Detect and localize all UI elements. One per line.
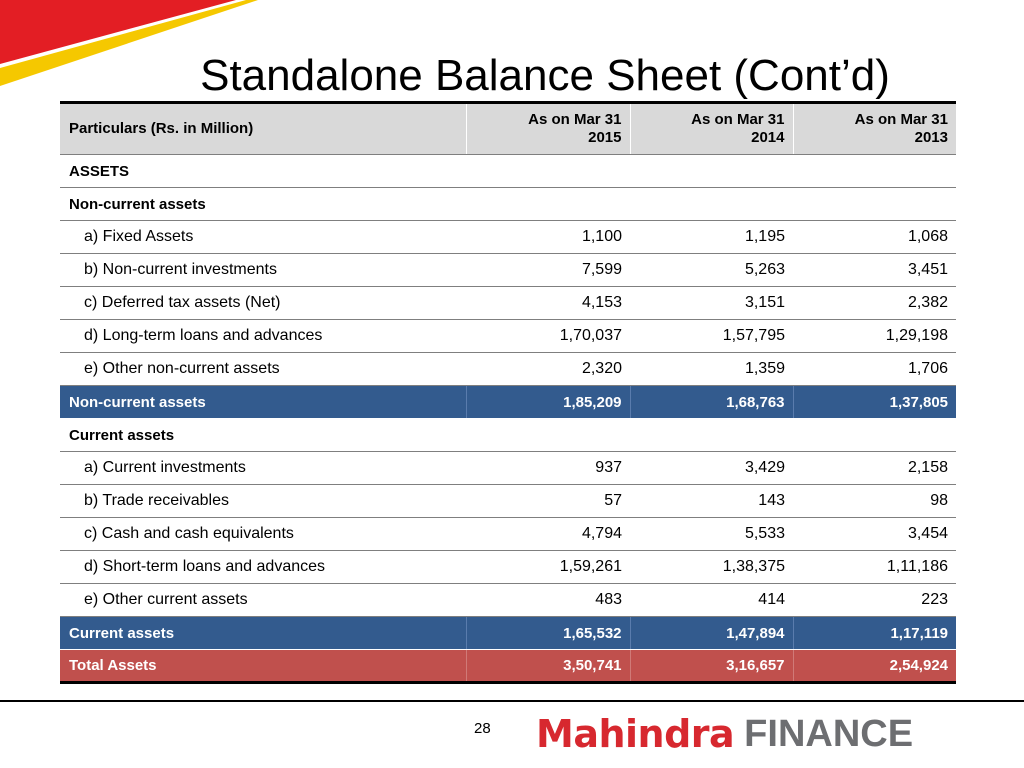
table-row-current-heading: Current assets xyxy=(60,418,956,452)
balance-sheet-table-container: Particulars (Rs. in Million) As on Mar 3… xyxy=(60,101,956,684)
table-row: e) Other non-current assets 2,320 1,359 … xyxy=(60,352,956,386)
value-2015: 4,153 xyxy=(466,286,630,320)
slide-title: Standalone Balance Sheet (Cont’d) xyxy=(200,51,890,101)
table-row: c) Deferred tax assets (Net) 4,153 3,151… xyxy=(60,286,956,320)
table-row: d) Short-term loans and advances 1,59,26… xyxy=(60,550,956,584)
value-2013: 2,54,924 xyxy=(792,649,956,684)
header-col-2015-line1: As on Mar 31 xyxy=(528,111,622,128)
value-2014: 5,263 xyxy=(630,253,793,287)
header-col-2014-line1: As on Mar 31 xyxy=(691,111,785,128)
value-2013: 1,11,186 xyxy=(793,550,956,584)
row-label: e) Other current assets xyxy=(60,583,466,617)
table-header-row: Particulars (Rs. in Million) As on Mar 3… xyxy=(60,101,956,155)
value-2014: 1,195 xyxy=(630,220,793,254)
corner-stripes-decoration xyxy=(0,0,258,86)
balance-sheet-table: Particulars (Rs. in Million) As on Mar 3… xyxy=(60,101,956,684)
row-label: Non-current assets xyxy=(60,385,466,419)
table-row: b) Trade receivables 57 143 98 xyxy=(60,484,956,518)
value-2014: 1,57,795 xyxy=(630,319,793,353)
value-2013: 223 xyxy=(793,583,956,617)
value-2015: 3,50,741 xyxy=(465,649,630,684)
logo-brand-text: Mahindra xyxy=(536,712,735,756)
header-particulars: Particulars (Rs. in Million) xyxy=(60,101,466,155)
value-2015: 4,794 xyxy=(466,517,630,551)
header-col-2013: As on Mar 31 2013 xyxy=(792,101,956,155)
table-row-assets-heading: ASSETS xyxy=(60,154,956,188)
table-row: b) Non-current investments 7,599 5,263 3… xyxy=(60,253,956,287)
value-2014: 1,47,894 xyxy=(629,616,793,650)
row-label: c) Deferred tax assets (Net) xyxy=(60,286,466,320)
value-2013: 1,706 xyxy=(793,352,956,386)
row-label: b) Non-current investments xyxy=(60,253,466,287)
logo-finance-text: FINANCE xyxy=(744,713,914,755)
table-row-total-assets: Total Assets 3,50,741 3,16,657 2,54,924 xyxy=(60,649,956,684)
table-row-current-subtotal: Current assets 1,65,532 1,47,894 1,17,11… xyxy=(60,616,956,650)
table-row-noncurrent-subtotal: Non-current assets 1,85,209 1,68,763 1,3… xyxy=(60,385,956,419)
table-body: ASSETS Non-current assets a) Fixed Asset… xyxy=(60,154,956,684)
row-label: d) Short-term loans and advances xyxy=(60,550,466,584)
value-2013: 1,29,198 xyxy=(793,319,956,353)
row-label: Non-current assets xyxy=(60,187,956,221)
value-2013: 1,17,119 xyxy=(792,616,956,650)
header-col-2013-line1: As on Mar 31 xyxy=(854,111,948,128)
table-row: c) Cash and cash equivalents 4,794 5,533… xyxy=(60,517,956,551)
header-col-2015-line2: 2015 xyxy=(588,129,622,146)
value-2014: 143 xyxy=(630,484,793,518)
value-2015: 937 xyxy=(466,451,630,485)
value-2015: 1,100 xyxy=(466,220,630,254)
value-2014: 1,359 xyxy=(630,352,793,386)
table-row: a) Fixed Assets 1,100 1,195 1,068 xyxy=(60,220,956,254)
footer-divider xyxy=(0,700,1024,702)
row-label: d) Long-term loans and advances xyxy=(60,319,466,353)
value-2015: 1,85,209 xyxy=(465,385,630,419)
value-2013: 98 xyxy=(793,484,956,518)
value-2014: 1,38,375 xyxy=(630,550,793,584)
header-col-2014-line2: 2014 xyxy=(751,129,785,146)
value-2015: 1,70,037 xyxy=(466,319,630,353)
header-col-2014: As on Mar 31 2014 xyxy=(629,101,793,155)
value-2015: 7,599 xyxy=(466,253,630,287)
row-label: b) Trade receivables xyxy=(60,484,466,518)
page-number: 28 xyxy=(474,720,491,737)
table-row: a) Current investments 937 3,429 2,158 xyxy=(60,451,956,485)
row-label: Current assets xyxy=(60,418,956,452)
value-2015: 1,65,532 xyxy=(465,616,630,650)
value-2014: 3,151 xyxy=(630,286,793,320)
row-label: Current assets xyxy=(60,616,466,650)
row-label: a) Current investments xyxy=(60,451,466,485)
value-2015: 2,320 xyxy=(466,352,630,386)
mahindra-finance-logo: Mahindra FINANCE xyxy=(536,712,913,756)
value-2013: 1,37,805 xyxy=(792,385,956,419)
value-2013: 3,454 xyxy=(793,517,956,551)
value-2013: 1,068 xyxy=(793,220,956,254)
table-row: e) Other current assets 483 414 223 xyxy=(60,583,956,617)
value-2013: 2,382 xyxy=(793,286,956,320)
table-row-noncurrent-heading: Non-current assets xyxy=(60,187,956,221)
row-label: ASSETS xyxy=(60,154,956,188)
value-2013: 3,451 xyxy=(793,253,956,287)
value-2014: 5,533 xyxy=(630,517,793,551)
row-label: Total Assets xyxy=(60,649,466,684)
value-2015: 57 xyxy=(466,484,630,518)
value-2015: 1,59,261 xyxy=(466,550,630,584)
row-label: e) Other non-current assets xyxy=(60,352,466,386)
value-2015: 483 xyxy=(466,583,630,617)
value-2014: 414 xyxy=(630,583,793,617)
row-label: c) Cash and cash equivalents xyxy=(60,517,466,551)
header-col-2015: As on Mar 31 2015 xyxy=(465,101,630,155)
row-label: a) Fixed Assets xyxy=(60,220,466,254)
header-col-2013-line2: 2013 xyxy=(914,129,948,146)
value-2014: 1,68,763 xyxy=(629,385,793,419)
value-2014: 3,429 xyxy=(630,451,793,485)
value-2013: 2,158 xyxy=(793,451,956,485)
value-2014: 3,16,657 xyxy=(629,649,793,684)
table-row: d) Long-term loans and advances 1,70,037… xyxy=(60,319,956,353)
